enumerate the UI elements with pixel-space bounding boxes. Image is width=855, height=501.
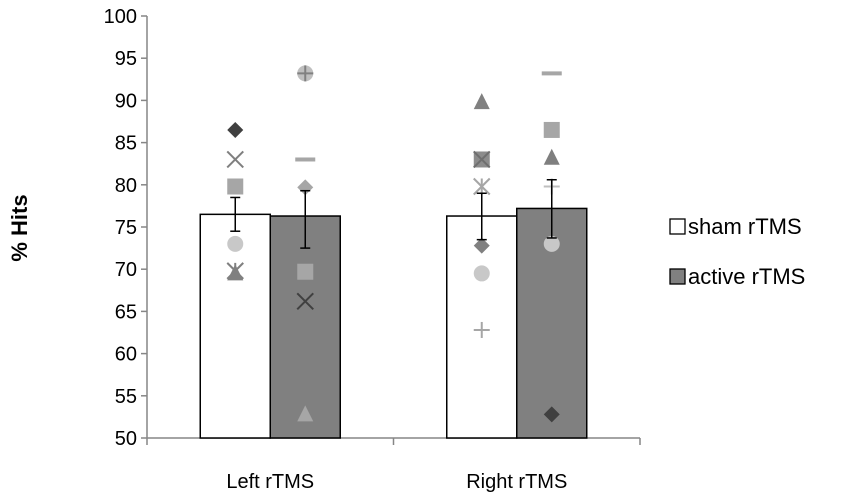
y-tick-label: 65 [115,301,137,323]
y-tick-label: 85 [115,133,137,155]
point-circle-plus [297,65,314,82]
error-bar [476,192,487,241]
legend: sham rTMS active rTMS [669,214,805,289]
x-tick-label: Left rTMS [226,471,314,493]
point-dash [295,157,316,162]
legend-label: active rTMS [688,264,805,289]
point-triangle [543,148,560,165]
point-circle [227,235,244,252]
error-bar [546,178,557,239]
y-tick-label: 55 [115,386,137,408]
y-tick-label: 75 [115,217,137,239]
point-x [473,150,491,169]
error-bar [300,189,311,249]
legend-swatch [669,218,686,235]
point-diamond [473,237,490,254]
y-tick-label: 100 [104,6,137,28]
point-circle [473,265,490,282]
point-diamond [543,406,560,423]
point-square [297,263,314,280]
y-axis-title: % Hits [7,194,32,261]
individual-points [226,65,562,423]
bar-sham-rtms [199,213,271,439]
point-triangle [227,264,244,281]
point-star [473,177,491,196]
point-x [226,150,244,169]
point-triangle [297,405,314,422]
y-tick-label: 50 [115,428,137,450]
error-bars [230,178,557,249]
point-triangle [473,93,490,110]
legend-swatch [669,268,686,285]
y-tick-label: 95 [115,48,137,70]
legend-label: sham rTMS [688,214,802,239]
plot-area: 50 55 60 65 70 75 80 85 90 95 100 Left rTMS Right rT… [104,6,641,493]
bars [199,207,588,439]
bar-active-rtms [269,215,341,439]
point-diamond [227,121,244,138]
y-tick-label: 60 [115,344,137,366]
x-tick-label: Right rTMS [466,471,567,493]
point-plus [473,321,490,338]
point-square [543,121,560,138]
error-bar [230,196,241,232]
point-dash [541,71,562,76]
y-tick-label: 80 [115,175,137,197]
point-circle [543,235,560,252]
point-square [227,178,244,195]
y-tick-label: 90 [115,90,137,112]
y-tick-label: 70 [115,259,137,281]
bar-active-rtms [516,207,588,439]
point-x [296,292,314,310]
